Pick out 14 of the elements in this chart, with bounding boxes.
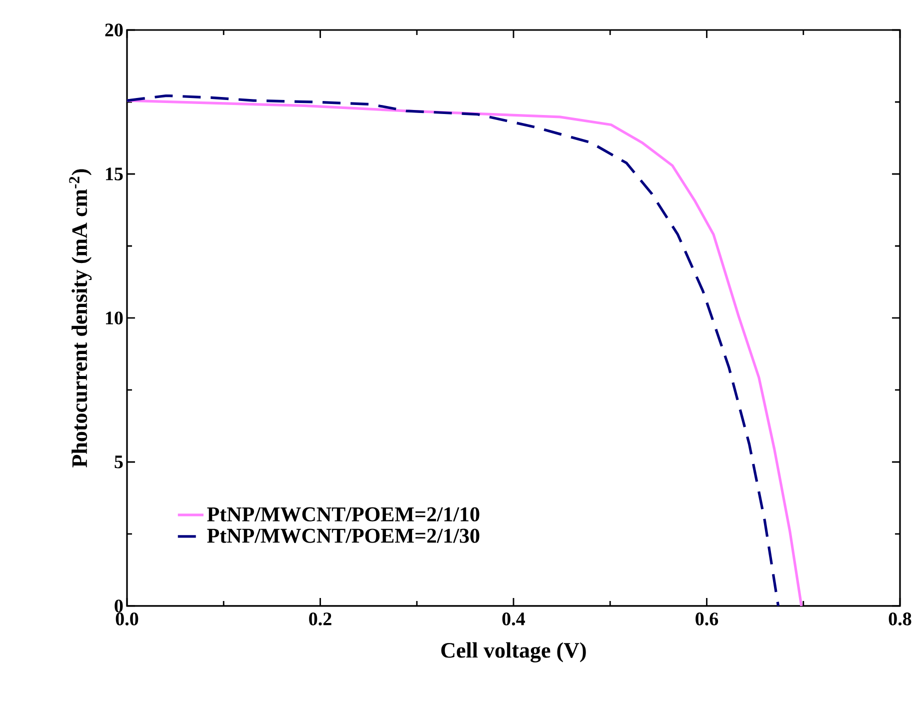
x-tick-label: 0.6 bbox=[696, 612, 718, 626]
x-axis-title: Cell voltage (V) bbox=[441, 642, 586, 662]
y-tick-label: 10 bbox=[106, 312, 123, 324]
y-tick-label: 15 bbox=[106, 168, 123, 180]
y-tick-label: 20 bbox=[105, 24, 123, 36]
y-tick-label: 5 bbox=[114, 456, 123, 468]
y-axis-title: Photocurrent density (mA cm$^{-2}$) bbox=[69, 169, 92, 468]
x-tick-label: 0.4 bbox=[502, 612, 526, 626]
legend-label: PtNP/MWCNT/POEM=2/1/30 bbox=[207, 528, 480, 543]
x-tick-label: 0.0 bbox=[116, 612, 138, 626]
x-tick-label: 0.8 bbox=[888, 612, 912, 626]
x-tick-label: 0.2 bbox=[309, 612, 332, 626]
y-tick-label: 0 bbox=[114, 600, 123, 612]
legend-label: PtNP/MWCNT/POEM=2/1/10 bbox=[207, 507, 480, 522]
